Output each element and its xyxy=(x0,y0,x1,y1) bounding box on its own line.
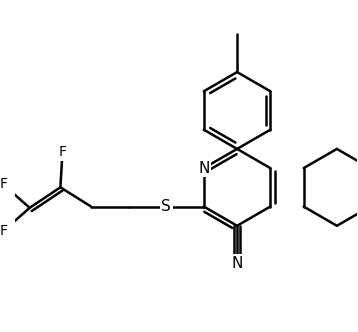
Text: F: F xyxy=(0,177,7,191)
Text: N: N xyxy=(198,161,209,176)
Text: F: F xyxy=(0,224,7,238)
Text: N: N xyxy=(231,256,243,271)
Text: S: S xyxy=(161,199,171,214)
Text: F: F xyxy=(58,145,67,159)
